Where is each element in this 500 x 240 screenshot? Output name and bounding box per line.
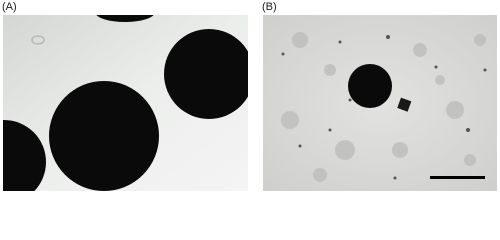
micrograph-a (3, 15, 248, 191)
panel-label: (A) (2, 1, 17, 13)
figure: (A) (B) (2, 1, 497, 191)
page: (A) (B) (() => { const data = JSON.parse… (2, 0, 497, 191)
panel-label: (B) (262, 1, 277, 13)
micrograph-b (263, 15, 497, 191)
